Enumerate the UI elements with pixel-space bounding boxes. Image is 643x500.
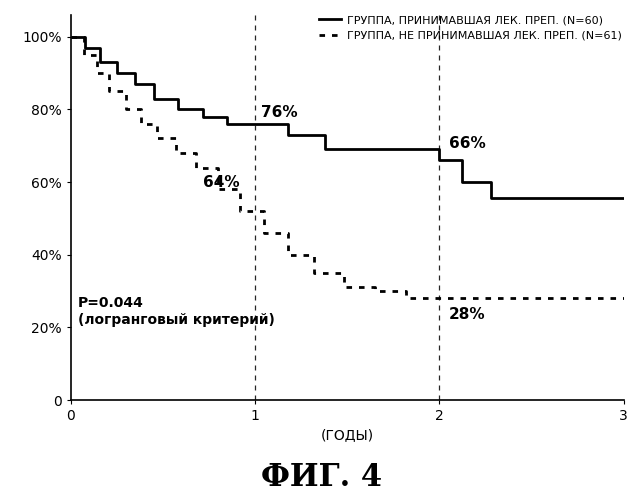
Text: 64%: 64% <box>203 175 240 190</box>
Text: ФИГ. 4: ФИГ. 4 <box>261 462 382 493</box>
Legend: ГРУППА, ПРИНИМАВШАЯ ЛЕК. ПРЕП. (N=60), ГРУППА, НЕ ПРИНИМАВШАЯ ЛЕК. ПРЕП. (N=61): ГРУППА, ПРИНИМАВШАЯ ЛЕК. ПРЕП. (N=60), Г… <box>316 13 624 43</box>
X-axis label: (ГОДЫ): (ГОДЫ) <box>321 428 374 442</box>
Text: P=0.044
(логранговый критерий): P=0.044 (логранговый критерий) <box>78 296 275 326</box>
Text: 28%: 28% <box>449 308 485 322</box>
Text: 76%: 76% <box>260 106 297 120</box>
Text: 66%: 66% <box>449 136 485 151</box>
